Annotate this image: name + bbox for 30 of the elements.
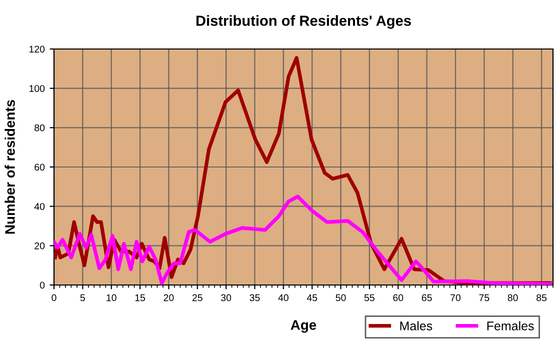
x-tick-label: 20 bbox=[164, 294, 174, 302]
x-tick-label: 45 bbox=[306, 294, 318, 302]
x-tick-label: 35 bbox=[250, 294, 260, 302]
y-tick-label: 100 bbox=[29, 85, 45, 92]
x-tick-label: 25 bbox=[192, 294, 202, 302]
x-tick-label: 50 bbox=[336, 294, 346, 302]
x-tick-label: 10 bbox=[106, 294, 116, 302]
x-axis-title: Age bbox=[290, 320, 316, 333]
x-tick-label: 15 bbox=[135, 294, 146, 302]
x-tick-label: 75 bbox=[479, 294, 490, 302]
legend-label: Females bbox=[487, 321, 534, 330]
y-tick-label: 80 bbox=[34, 124, 45, 132]
y-axis-title: Number of residents bbox=[4, 100, 15, 234]
x-tick-label: 40 bbox=[278, 294, 288, 302]
y-tick-label: 120 bbox=[29, 46, 45, 53]
x-tick-label: 65 bbox=[422, 294, 432, 302]
y-tick-label: 60 bbox=[34, 164, 45, 171]
x-tick-label: 5 bbox=[80, 294, 85, 302]
chart-title: Distribution of Residents' Ages bbox=[196, 15, 411, 29]
x-tick-label: 30 bbox=[221, 294, 232, 302]
x-tick-label: 0 bbox=[52, 294, 56, 302]
x-tick-label: 70 bbox=[450, 294, 461, 302]
x-tick-label: 55 bbox=[364, 294, 374, 302]
legend-label: Males bbox=[400, 321, 432, 330]
x-tick-label: 85 bbox=[536, 294, 547, 302]
y-tick-label: 0 bbox=[40, 282, 45, 289]
x-tick-label: 80 bbox=[508, 294, 518, 302]
y-tick-label: 40 bbox=[34, 203, 45, 210]
x-tick-label: 60 bbox=[393, 294, 404, 302]
y-tick-label: 20 bbox=[34, 242, 45, 250]
